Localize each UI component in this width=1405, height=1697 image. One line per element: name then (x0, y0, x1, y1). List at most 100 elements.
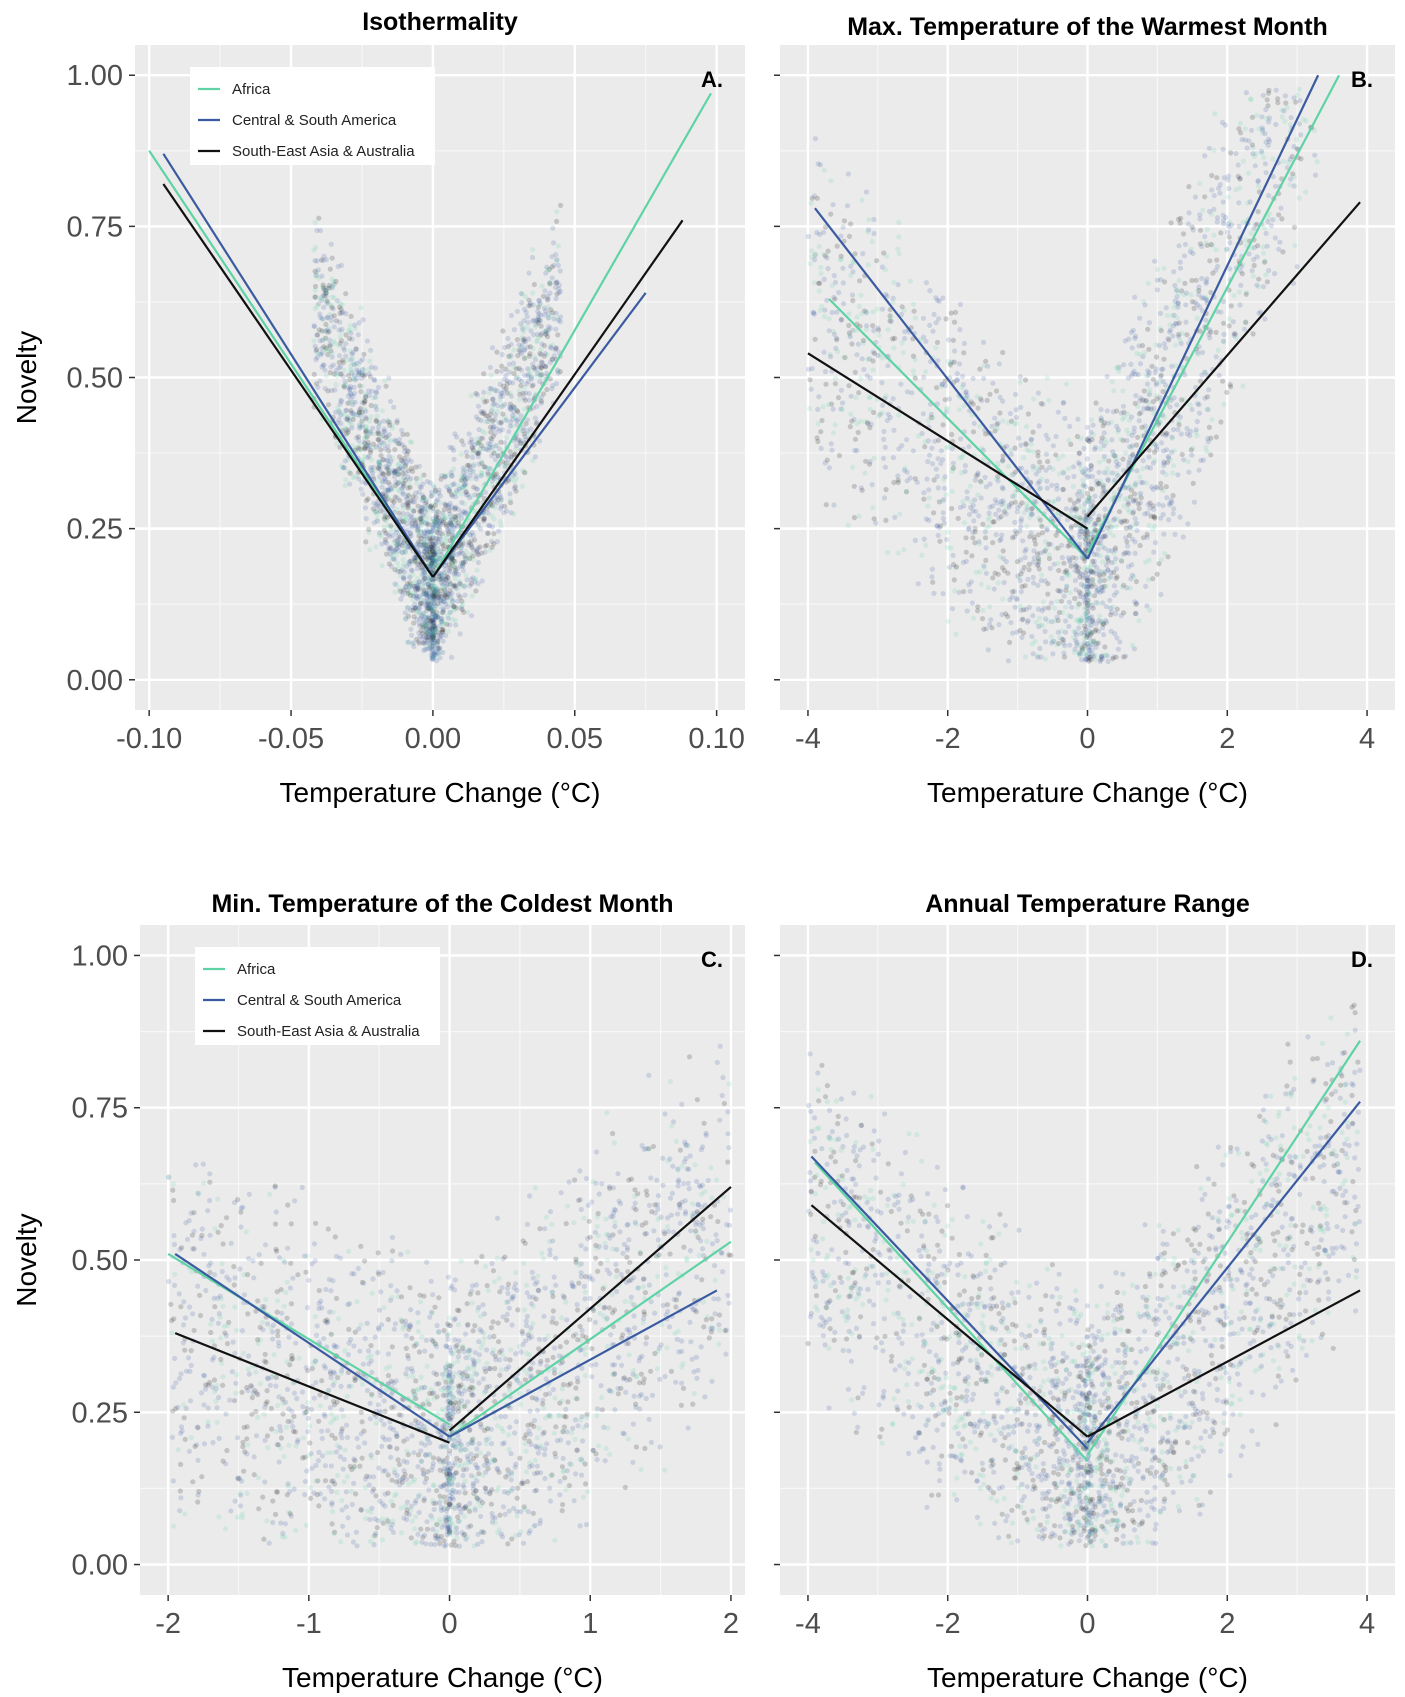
data-point (838, 253, 844, 259)
data-point (853, 395, 859, 401)
data-point (921, 334, 927, 340)
data-point (351, 372, 357, 378)
data-point (1025, 576, 1031, 583)
data-point (1132, 294, 1138, 300)
data-point (1018, 607, 1024, 613)
data-point (506, 429, 512, 435)
data-point (323, 285, 329, 291)
data-point (1272, 235, 1278, 241)
data-point (1158, 591, 1164, 598)
data-point (896, 234, 902, 240)
data-point (807, 406, 813, 412)
data-point (1171, 463, 1177, 469)
data-point (312, 258, 318, 264)
data-point (321, 285, 327, 291)
data-point (962, 463, 969, 469)
data-point (551, 353, 557, 359)
data-point (935, 532, 941, 539)
data-point (432, 522, 438, 528)
data-point (1273, 121, 1279, 128)
data-point (1288, 115, 1294, 121)
data-point (314, 381, 320, 387)
data-point (1243, 319, 1249, 325)
data-point (436, 577, 442, 583)
data-point (479, 428, 485, 434)
data-point (385, 443, 391, 449)
data-point (987, 391, 993, 397)
data-point (1109, 379, 1115, 385)
data-point (1220, 378, 1226, 384)
data-point (963, 535, 969, 541)
data-point (553, 296, 559, 302)
data-point (508, 341, 514, 347)
data-point (1177, 414, 1183, 420)
data-point (366, 526, 372, 532)
data-point (363, 444, 369, 450)
data-point (1055, 496, 1062, 502)
data-point (499, 368, 505, 374)
data-point (940, 422, 946, 428)
data-point (933, 466, 939, 472)
data-point (371, 468, 377, 474)
data-point (430, 579, 436, 585)
data-point (433, 628, 439, 634)
data-point (534, 317, 540, 324)
data-point (967, 588, 973, 594)
data-point (432, 652, 438, 658)
data-point (1174, 287, 1180, 294)
data-point (995, 460, 1001, 467)
data-point (1279, 216, 1285, 222)
data-point (406, 456, 412, 462)
data-point (1151, 405, 1157, 411)
data-point (1071, 628, 1077, 634)
data-point (1202, 395, 1208, 401)
data-point (1086, 605, 1092, 611)
data-point (417, 616, 423, 622)
data-point (421, 495, 427, 501)
data-point (386, 470, 392, 476)
data-point (1005, 658, 1012, 664)
data-point (1030, 463, 1036, 469)
data-point (394, 417, 400, 424)
data-point (1081, 445, 1087, 452)
data-point (373, 418, 379, 424)
data-point (934, 297, 941, 303)
data-point (936, 316, 942, 322)
data-point (405, 613, 412, 619)
data-point (1261, 155, 1267, 161)
data-point (381, 528, 388, 534)
data-point (1049, 482, 1055, 488)
data-point (525, 319, 531, 326)
data-point (497, 428, 503, 434)
data-point (1237, 176, 1243, 182)
data-point (1158, 374, 1164, 380)
data-point (1051, 638, 1057, 644)
data-point (1266, 193, 1272, 199)
data-point (484, 542, 490, 548)
data-point (934, 339, 941, 345)
data-point (539, 283, 545, 289)
data-point (1146, 557, 1152, 563)
data-point (1182, 241, 1189, 247)
data-point (451, 582, 457, 588)
data-point (422, 615, 428, 621)
data-point (407, 439, 413, 445)
data-point (829, 283, 835, 289)
data-point (546, 324, 552, 330)
data-point (957, 327, 963, 333)
data-point (538, 394, 544, 400)
data-point (1075, 498, 1081, 504)
data-point (817, 231, 823, 237)
data-point (381, 418, 387, 424)
data-point (312, 283, 319, 289)
data-point (392, 447, 398, 453)
data-point (1196, 292, 1202, 298)
data-point (1055, 545, 1061, 551)
data-point (1053, 433, 1059, 440)
data-point (1064, 570, 1070, 576)
data-point (1077, 593, 1083, 600)
data-point (416, 585, 423, 591)
data-point (1157, 379, 1163, 385)
data-point (428, 503, 435, 509)
data-point (521, 469, 528, 476)
